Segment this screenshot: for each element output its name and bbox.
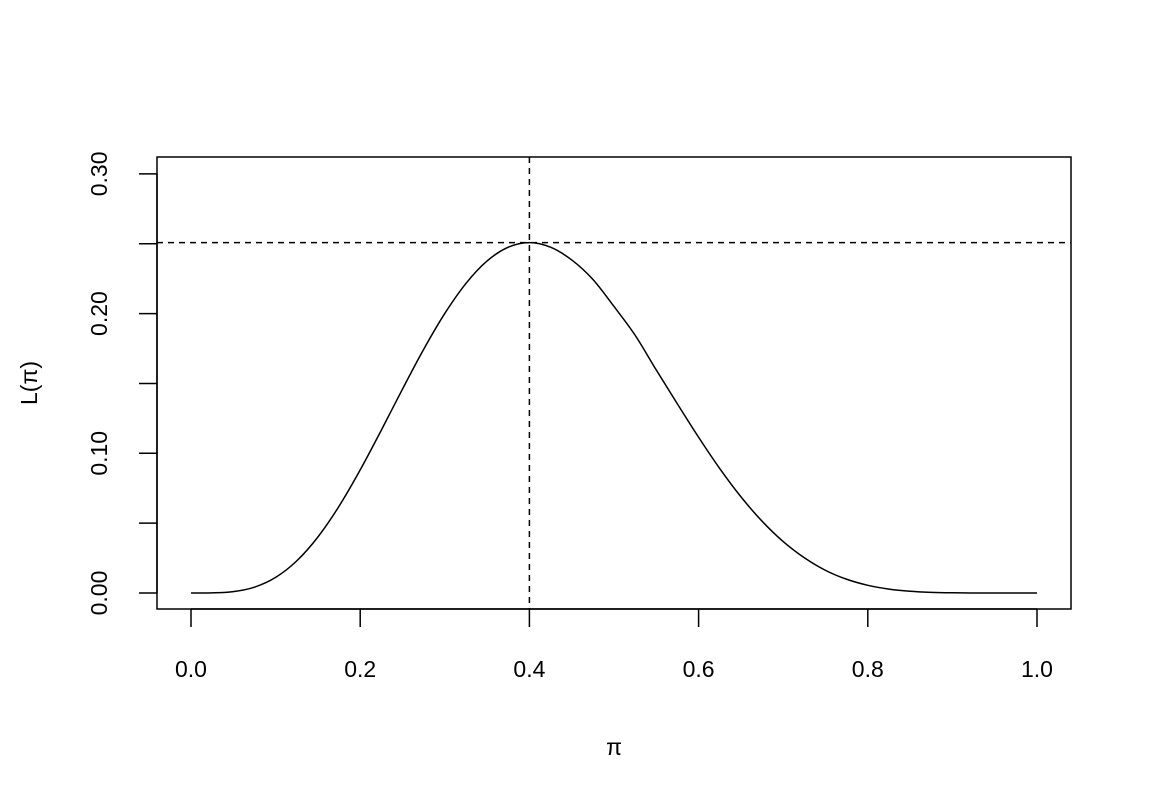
y-axis: 0.00 0.10 0.20 0.30 xyxy=(86,152,158,616)
y-tick-label: 0.00 xyxy=(86,571,112,616)
plot-box xyxy=(156,156,1072,610)
likelihood-curve xyxy=(190,241,1037,594)
x-tick-label: 1.0 xyxy=(1021,656,1053,682)
x-tick-label: 0.0 xyxy=(175,656,207,682)
x-axis-title: π xyxy=(606,734,622,760)
y-tick-label: 0.10 xyxy=(86,431,112,476)
y-axis-title: L(π) xyxy=(16,361,42,405)
x-axis: 0.0 0.2 0.4 0.6 0.8 1.0 xyxy=(175,608,1053,682)
y-tick-label: 0.20 xyxy=(86,291,112,336)
x-tick-label: 0.8 xyxy=(852,656,884,682)
x-tick-label: 0.4 xyxy=(513,656,545,682)
x-tick-label: 0.6 xyxy=(683,656,715,682)
y-tick-label: 0.30 xyxy=(86,152,112,197)
x-tick-label: 0.2 xyxy=(344,656,376,682)
